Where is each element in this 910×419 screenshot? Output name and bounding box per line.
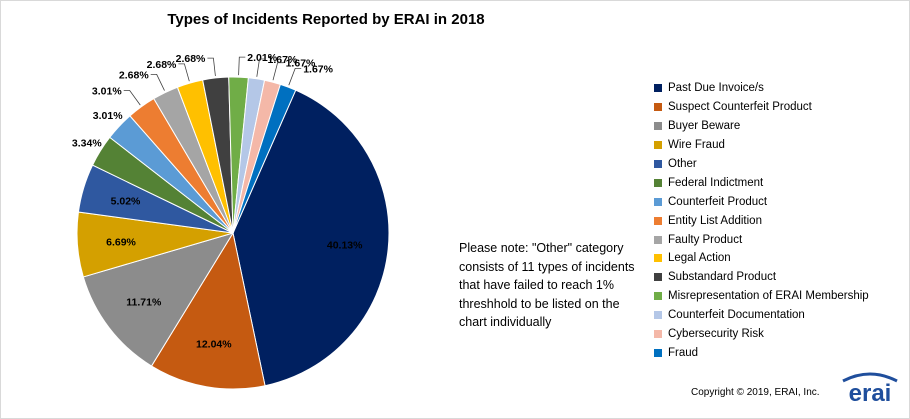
pie-slice-suspect-counterfeit-product <box>150 231 266 390</box>
legend-swatch <box>654 84 662 93</box>
data-label-misrepresentation-of-erai-membership: 2.01% <box>247 52 277 64</box>
legend-item-wire-fraud: Wire Fraud <box>654 136 869 155</box>
legend-swatch <box>654 330 662 339</box>
legend-item-federal-indictment: Federal Indictment <box>654 173 869 192</box>
data-label-suspect-counterfeit-product: 12.04% <box>196 339 232 351</box>
legend-item-faulty-product: Faulty Product <box>654 230 869 249</box>
chart-title: Types of Incidents Reported by ERAI in 2… <box>167 11 485 28</box>
legend-label: Federal Indictment <box>668 176 764 189</box>
pie-slice-past-due-invoice-s <box>232 89 390 387</box>
legend-label: Past Due Invoice/s <box>668 82 764 95</box>
legend-label: Legal Action <box>668 252 731 265</box>
legend-label: Counterfeit Product <box>668 195 768 208</box>
data-label-legal-action: 2.68% <box>147 59 177 71</box>
data-label-past-due-invoice-s: 40.13% <box>327 240 363 252</box>
legend-label: Cybersecurity Risk <box>668 328 764 341</box>
data-label-fraud: 1.67% <box>303 63 333 75</box>
leader-line-legal-action <box>178 63 190 82</box>
legend-label: Counterfeit Documentation <box>668 309 805 322</box>
legend-item-other: Other <box>654 155 869 174</box>
legend-label: Suspect Counterfeit Product <box>668 101 812 114</box>
leader-line-faulty-product <box>150 74 165 91</box>
legend-swatch <box>654 103 662 112</box>
leader-line-substandard-product <box>207 57 216 77</box>
legend-label: Substandard Product <box>668 271 777 284</box>
leader-line-cybersecurity-risk <box>272 62 284 81</box>
data-label-faulty-product: 2.68% <box>119 69 149 81</box>
legend-item-past-due-invoice-s: Past Due Invoice/s <box>654 79 869 98</box>
leader-line-fraud <box>288 68 302 86</box>
legend-label: Misrepresentation of ERAI Membership <box>668 290 869 303</box>
legend-swatch <box>654 178 662 187</box>
legend-item-counterfeit-product: Counterfeit Product <box>654 192 869 211</box>
legend-swatch <box>654 273 662 282</box>
legend-swatch <box>654 197 662 206</box>
legend-item-counterfeit-documentation: Counterfeit Documentation <box>654 306 869 325</box>
legend-swatch <box>654 122 662 131</box>
legend-item-cybersecurity-risk: Cybersecurity Risk <box>654 325 869 344</box>
legend-label: Buyer Beware <box>668 120 741 133</box>
data-label-other: 5.02% <box>111 196 141 208</box>
pie-slice-fraud <box>232 83 297 234</box>
legend-swatch <box>654 292 662 301</box>
legend-label: Wire Fraud <box>668 139 725 152</box>
legend-swatch <box>654 160 662 168</box>
logo-wordmark: erai <box>849 380 892 407</box>
footnote: Please note: "Other" category consists o… <box>459 241 635 330</box>
legend-item-substandard-product: Substandard Product <box>654 268 869 287</box>
legend-item-legal-action: Legal Action <box>654 249 869 268</box>
legend-label: Other <box>668 158 697 170</box>
legend-item-fraud: Fraud <box>654 343 869 362</box>
pie-chart: 40.13% 12.04% 11.71% 6.69% 5.02% 3.34% 3.01% 3.… <box>72 52 390 390</box>
data-label-entity-list-addition: 3.01% <box>92 86 122 98</box>
data-label-buyer-beware: 11.71% <box>126 296 162 308</box>
legend-item-suspect-counterfeit-product: Suspect Counterfeit Product <box>654 98 869 117</box>
legend-label: Fraud <box>668 346 699 359</box>
erai-logo: erai <box>842 372 898 407</box>
leader-line-misrepresentation-of-erai-membership <box>238 56 246 76</box>
legend-label: Faulty Product <box>668 233 743 246</box>
legend-swatch <box>654 235 662 244</box>
leader-line-entity-list-addition <box>123 90 141 106</box>
data-label-cybersecurity-risk: 1.67% <box>286 58 316 70</box>
data-label-substandard-product: 2.68% <box>176 53 206 65</box>
legend-item-entity-list-addition: Entity List Addition <box>654 211 869 230</box>
legend-swatch <box>654 254 662 263</box>
data-label-federal-indictment: 3.34% <box>72 137 102 149</box>
legend-item-buyer-beware: Buyer Beware <box>654 117 869 136</box>
legend-item-misrepresentation-of-erai-membership: Misrepresentation of ERAI Membership <box>654 287 869 306</box>
copyright-text: Copyright © 2019, ERAI, Inc. <box>691 387 820 398</box>
data-label-counterfeit-documentation: 1.67% <box>268 54 298 66</box>
chart-legend: Past Due Invoice/s Suspect Counterfeit Pr… <box>654 79 869 362</box>
legend-label: Entity List Addition <box>668 214 762 227</box>
leader-line-counterfeit-documentation <box>256 58 266 77</box>
legend-swatch <box>654 348 662 357</box>
data-label-wire-fraud: 6.69% <box>106 236 136 248</box>
legend-swatch <box>654 141 662 150</box>
data-label-counterfeit-product: 3.01% <box>93 110 123 122</box>
legend-swatch <box>654 311 662 320</box>
legend-swatch <box>654 216 662 225</box>
